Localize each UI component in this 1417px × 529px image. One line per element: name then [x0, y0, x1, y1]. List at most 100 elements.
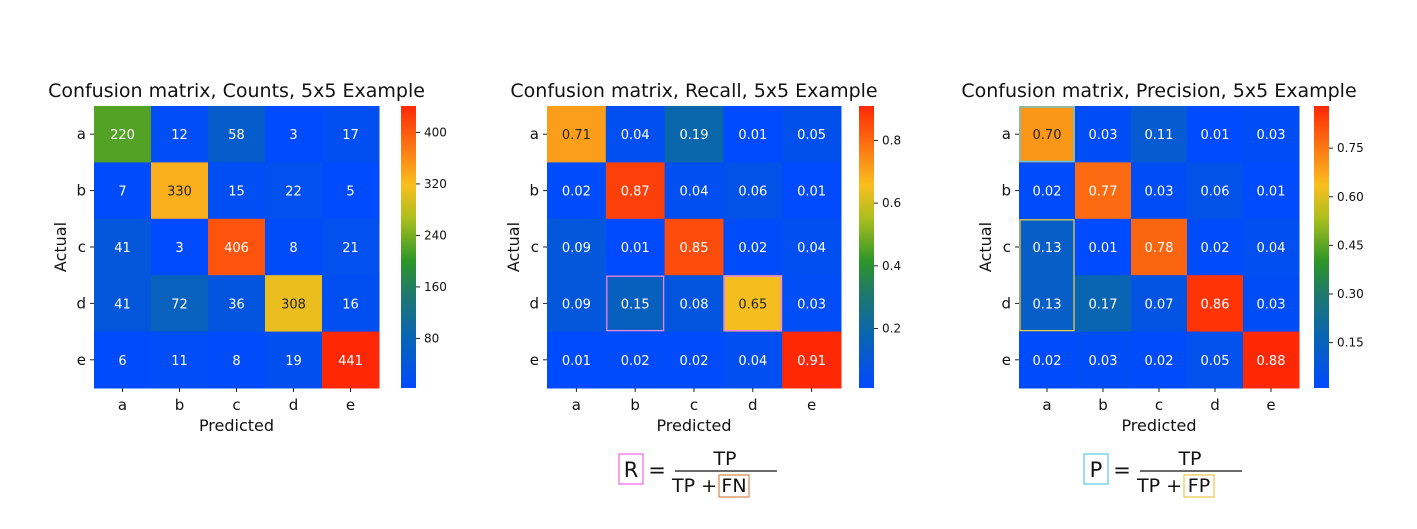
x-axis-label: Predicted [199, 416, 274, 435]
heatmap-cell [605, 331, 666, 389]
heatmap-cell [1187, 331, 1244, 389]
heatmap-cell [151, 218, 209, 276]
cell-value-label: 0.91 [797, 354, 826, 369]
heatmap-cell [547, 162, 607, 220]
heatmap-cell [265, 106, 323, 163]
heatmap-cell [605, 162, 666, 220]
cell-value-label: 0.02 [680, 354, 709, 369]
cell-value-label: 0.65 [738, 297, 767, 312]
cell-value-label: 0.19 [680, 128, 709, 143]
heatmap-cell [94, 162, 152, 220]
y-axis-label: Actual [504, 222, 523, 272]
cell-value-label: 0.09 [562, 241, 591, 256]
heatmap-cell [723, 218, 783, 276]
highlight-box [1019, 219, 1075, 332]
cell-value-label: 0.13 [1033, 297, 1062, 312]
heatmap-panel-3: Confusion matrix, Precision, 5x5 Example… [961, 80, 1364, 498]
formula-lhs: R [624, 458, 639, 482]
cell-value-label: 0.02 [1033, 354, 1062, 369]
cell-value-label: 15 [228, 185, 245, 200]
heatmap-cell [208, 218, 266, 276]
heatmap-cell [322, 218, 380, 276]
formula-numerator: TP [1177, 448, 1201, 470]
heatmap-cell [208, 331, 266, 389]
cell-value-label: 21 [342, 241, 359, 256]
highlight-box [723, 275, 782, 332]
y-tick-label: a [77, 125, 86, 143]
heatmap-cell [1187, 218, 1244, 276]
cell-value-label: 0.04 [738, 354, 767, 369]
chart-title: Confusion matrix, Precision, 5x5 Example [961, 80, 1356, 102]
heatmap-cell [1019, 275, 1076, 333]
x-axis-label: Predicted [1121, 416, 1196, 435]
cell-value-label: 5 [346, 185, 354, 200]
y-tick-label: a [1002, 125, 1011, 143]
heatmap-cell [1131, 275, 1188, 333]
heatmap-cell [605, 218, 666, 276]
cell-value-label: 16 [342, 297, 359, 312]
heatmap-cell [782, 106, 842, 163]
formula-term-box [1183, 474, 1215, 498]
cell-value-label: 330 [167, 185, 192, 200]
heatmap-cell [547, 218, 607, 276]
colorbar [401, 106, 416, 388]
y-tick-label: b [76, 182, 86, 200]
chart-title: Confusion matrix, Counts, 5x5 Example [48, 80, 425, 102]
y-tick-label: c [1003, 238, 1011, 256]
heatmap-cell [664, 331, 724, 389]
cell-value-label: 3 [175, 241, 183, 256]
heatmap-cell [723, 106, 783, 163]
formula-numerator: TP [712, 448, 736, 470]
heatmap-cell [94, 106, 152, 163]
heatmap-cell [723, 331, 783, 389]
cell-value-label: 41 [114, 297, 131, 312]
cell-value-label: 0.07 [1145, 297, 1174, 312]
heatmap-cell [1075, 106, 1132, 163]
heatmap-cell [1131, 106, 1188, 163]
colorbar-tick-label: 320 [424, 177, 447, 191]
heatmap-cell [322, 162, 380, 220]
formula-lhs-box [1083, 453, 1109, 485]
heatmap-cell [1243, 331, 1300, 389]
cell-value-label: 0.01 [562, 354, 591, 369]
heatmap-cell [782, 275, 842, 333]
cell-value-label: 0.78 [1145, 241, 1174, 256]
formula-denominator-prefix: TP + [1136, 475, 1182, 497]
colorbar-tick-label: 0.8 [882, 133, 901, 147]
heatmap-cell [1075, 162, 1132, 220]
heatmap-cell [1131, 218, 1188, 276]
heatmap-cell [1243, 162, 1300, 220]
heatmap-cell [1019, 218, 1076, 276]
cell-value-label: 0.03 [1089, 128, 1118, 143]
heatmap-panel-1: Confusion matrix, Counts, 5x5 Example 220… [48, 80, 447, 435]
heatmap-cell [1187, 162, 1244, 220]
formula-boxed-term: FN [721, 475, 746, 497]
formula-term-box [718, 474, 750, 498]
x-tick-label: d [1210, 396, 1220, 414]
formula-denominator-prefix: TP + [671, 475, 717, 497]
cell-value-label: 0.01 [738, 128, 767, 143]
y-tick-label: b [1001, 182, 1011, 200]
cell-value-label: 0.03 [1089, 354, 1118, 369]
heatmap-cell [1243, 218, 1300, 276]
cell-value-label: 0.03 [1145, 185, 1174, 200]
cell-value-label: 0.02 [1033, 185, 1062, 200]
x-tick-label: a [118, 396, 127, 414]
highlight-box [1019, 106, 1075, 163]
cell-value-label: 41 [114, 241, 131, 256]
cell-value-label: 3 [289, 128, 297, 143]
colorbar [859, 106, 874, 388]
heatmap-cell [782, 218, 842, 276]
y-axis-label: Actual [51, 222, 70, 272]
colorbar-tick-label: 0.75 [1337, 141, 1364, 155]
cell-value-label: 406 [224, 241, 249, 256]
heatmap-cell [547, 331, 607, 389]
colorbar-tick-label: 240 [424, 228, 447, 242]
heatmap-cell [1019, 106, 1076, 163]
cell-value-label: 0.02 [562, 185, 591, 200]
heatmap-cell [1187, 275, 1244, 333]
cell-value-label: 0.85 [680, 241, 709, 256]
heatmap-cell [151, 275, 209, 333]
heatmap-cell [1131, 331, 1188, 389]
cell-value-label: 36 [228, 297, 245, 312]
